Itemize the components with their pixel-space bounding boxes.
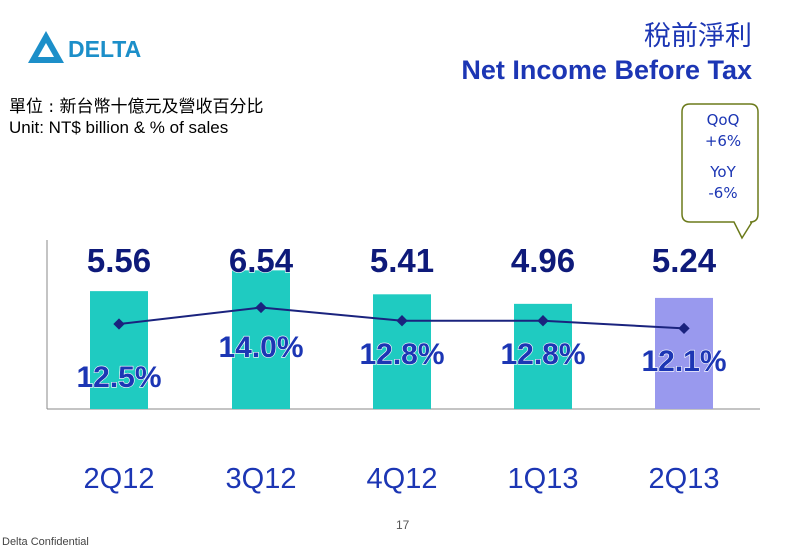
growth-callout-text: QoQ +6% YoY -6% [682,110,764,204]
margin-label-2Q12: 12.5% [76,361,161,394]
footer-confidential: Delta Confidential [2,536,89,548]
bar-value-label-3Q12: 6.54 [229,242,294,279]
title-chinese: 稅前淨利 [644,21,752,52]
qoq-label: QoQ [706,111,740,129]
title-english: Net Income Before Tax [461,55,752,85]
bar-2Q13 [655,297,713,409]
unit-label-chinese: 單位 : 新台幣十億元及營收百分比 [9,97,264,117]
delta-logo: DELTA [28,31,141,63]
margin-point-3Q12 [255,301,267,314]
page-number: 17 [396,518,410,532]
category-label-3Q12: 3Q12 [226,463,297,495]
bar-value-label-4Q12: 5.41 [370,242,434,279]
bar-2Q12 [90,291,148,409]
margin-point-4Q12 [396,315,408,327]
category-label-2Q13: 2Q13 [649,463,720,495]
bar-value-label-2Q13: 5.24 [652,242,717,279]
margin-label-4Q12: 12.8% [359,338,444,371]
qoq-value: +6% [704,132,742,150]
yoy-label: YoY [710,163,736,181]
margin-label-3Q12: 14.0% [218,331,303,364]
yoy-value: -6% [708,184,738,202]
growth-callout-box [681,103,759,240]
bar-3Q12 [232,270,290,409]
bar-value-label-2Q12: 5.56 [87,242,151,279]
category-label-2Q12: 2Q12 [84,463,155,495]
brand-name: DELTA [68,36,141,62]
unit-label-english: Unit: NT$ billion & % of sales [9,118,229,137]
margin-label-2Q13: 12.1% [641,345,726,378]
category-label-1Q13: 1Q13 [508,463,579,495]
margin-point-2Q13 [678,322,690,335]
margin-label-1Q13: 12.8% [500,338,585,371]
bar-value-label-1Q13: 4.96 [511,242,575,279]
bar-4Q12 [373,294,431,409]
margin-point-1Q13 [537,315,549,327]
category-label-4Q12: 4Q12 [367,463,438,495]
